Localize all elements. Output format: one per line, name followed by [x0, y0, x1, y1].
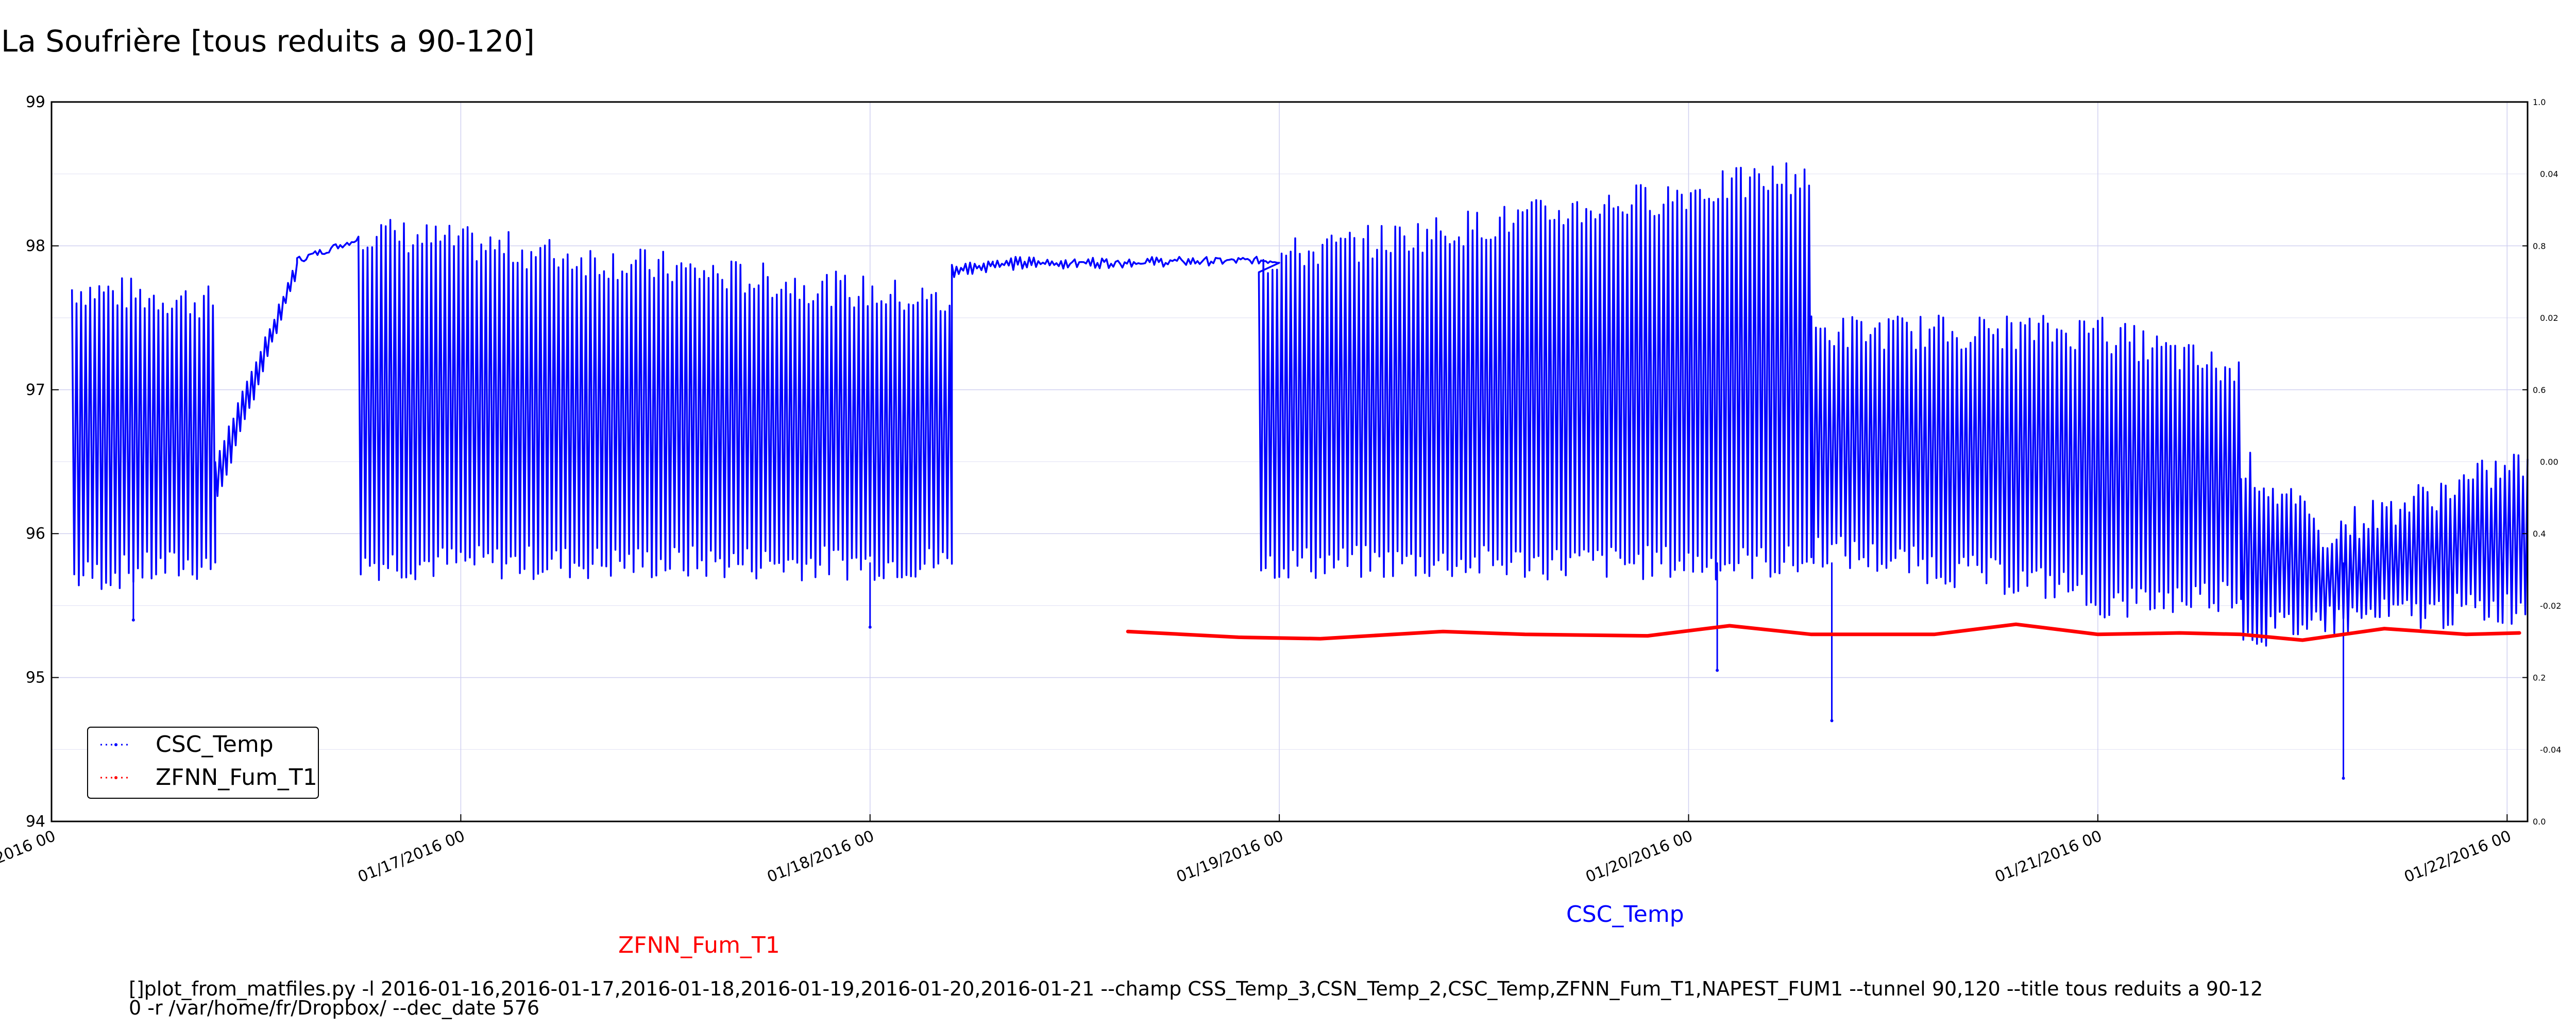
y2-tick-label: 0.0 — [2533, 817, 2546, 827]
series-point — [1830, 719, 1834, 723]
x-tick-label: 01/16/2016 00 — [0, 827, 58, 886]
y-axis-left: 94 95 96 97 98 99 — [26, 93, 59, 831]
x-tick-label: 01/18/2016 00 — [765, 827, 877, 886]
x-axis: 01/16/2016 00 01/17/2016 00 01/18/2016 00 0… — [0, 814, 2514, 886]
y2-tick-label: 1.0 — [2533, 97, 2546, 107]
y-tick-label: 94 — [26, 813, 45, 831]
plot-frame — [50, 101, 2529, 822]
command-line-1: []plot_from_matfiles.py -l 2016-01-16,20… — [129, 977, 2263, 1000]
legend-label-zfnn-fum-t1: ZFNN_Fum_T1 — [156, 764, 317, 791]
y2-inner-tick-label: 0.04 — [2540, 169, 2558, 179]
series-point — [868, 625, 872, 629]
y2-tick-label: 0.4 — [2533, 529, 2546, 539]
y2-inner-tick-label: -0.02 — [2540, 601, 2561, 611]
y2-inner-tick-label: 0.00 — [2540, 457, 2558, 467]
legend-dot-zfnn-fum-t1 — [114, 776, 117, 779]
x-tick-label: 01/19/2016 00 — [1174, 827, 1286, 886]
legend-box — [87, 727, 319, 799]
legend-dot-csc-temp — [114, 743, 117, 746]
command-line-2: 0 -r /var/home/fr/Dropbox/ --dec_date 57… — [129, 997, 539, 1019]
series-point — [2342, 777, 2345, 780]
series-caption-csc-temp: CSC_Temp — [1566, 901, 1684, 928]
plot-series — [71, 162, 2529, 780]
series-line — [1126, 622, 2521, 642]
series-point — [131, 618, 135, 622]
x-tick-label: 01/17/2016 00 — [355, 827, 468, 886]
legend: CSC_Temp ZFNN_Fum_T1 — [87, 727, 319, 799]
y2-tick-label: 0.8 — [2533, 241, 2546, 251]
y-tick-label: 95 — [26, 669, 45, 687]
y-axis-right: 0.0 0.2 0.4 0.6 0.8 1.0 -0.04 -0.02 0.00 0.02 0.04 — [2522, 97, 2561, 827]
y2-tick-label: 0.2 — [2533, 673, 2546, 683]
y-tick-label: 97 — [26, 381, 45, 399]
series-zfnn-fum-t1 — [1126, 622, 2521, 642]
x-tick-label: 01/21/2016 00 — [1992, 827, 2105, 886]
series-csc-temp — [71, 162, 2529, 780]
y-tick-label: 98 — [26, 237, 45, 255]
series-point — [1716, 668, 1719, 672]
legend-label-csc-temp: CSC_Temp — [156, 731, 274, 758]
y-tick-label: 99 — [26, 93, 45, 111]
x-tick-label: 01/20/2016 00 — [1583, 827, 1696, 886]
chart-title: La Soufrière [tous reduits a 90-120] — [1, 24, 535, 59]
y2-inner-tick-label: -0.04 — [2540, 745, 2561, 754]
y2-tick-label: 0.6 — [2533, 385, 2546, 395]
series-caption-zfnn-fum-t1: ZFNN_Fum_T1 — [618, 932, 780, 958]
series-line — [71, 162, 2529, 647]
y2-inner-tick-label: 0.02 — [2540, 313, 2558, 323]
x-tick-label: 01/22/2016 00 — [2402, 827, 2514, 886]
y-tick-label: 96 — [26, 525, 45, 543]
